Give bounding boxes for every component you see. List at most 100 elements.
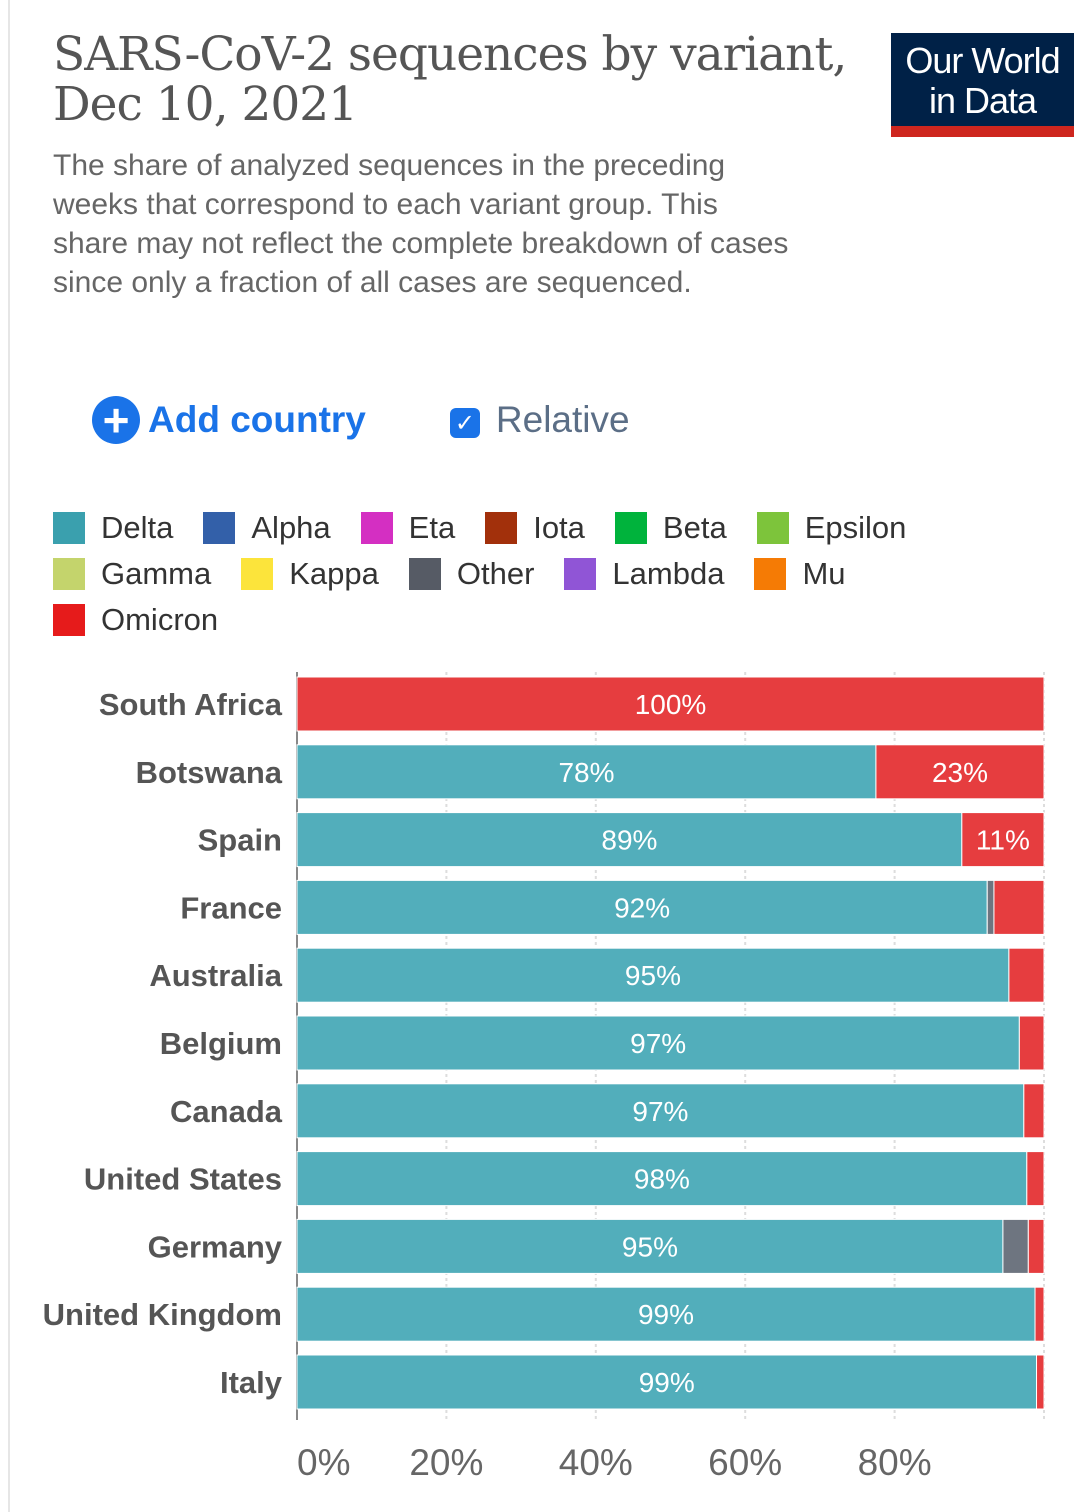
country-label: South Africa (99, 687, 283, 722)
bar-segment-omicron (1023, 1083, 1045, 1139)
data-label: 97% (630, 1028, 686, 1059)
legend-item-omicron[interactable]: Omicron (53, 602, 218, 638)
data-label: 99% (639, 1367, 695, 1398)
logo-red-bar (891, 126, 1074, 137)
country-label: United Kingdom (43, 1297, 282, 1332)
country-label: France (180, 890, 282, 925)
add-country-label: Add country (148, 399, 366, 440)
bar-segment-omicron (961, 812, 1045, 868)
plus-circle-icon: + (92, 396, 140, 444)
legend-swatch (360, 512, 393, 544)
legend-row: Omicron (53, 597, 1053, 643)
chart-controls: + Add country ✓ Relative (92, 395, 630, 445)
legend-swatch (53, 512, 85, 544)
relative-toggle[interactable]: ✓ Relative (449, 399, 630, 441)
bar-segment-delta (296, 812, 963, 868)
data-label: 89% (601, 825, 657, 856)
legend-item-alpha[interactable]: Alpha (203, 510, 331, 546)
bar-segment-delta (296, 1015, 1020, 1071)
legend-label: Epsilon (804, 510, 907, 545)
legend-item-beta[interactable]: Beta (614, 510, 727, 546)
data-label: 95% (622, 1231, 678, 1262)
legend-item-mu[interactable]: Mu (754, 556, 846, 592)
bar-segment-omicron (1018, 1015, 1045, 1071)
relative-label: Relative (495, 399, 630, 440)
bar-segment-delta (296, 1354, 1038, 1410)
x-tick-label: 20% (409, 1442, 483, 1483)
data-label: 23% (932, 757, 988, 788)
legend-label: Alpha (251, 510, 331, 545)
legend-swatch (614, 512, 647, 544)
legend-swatch (203, 512, 236, 544)
data-label: 100% (635, 689, 707, 720)
legend-swatch (408, 558, 441, 590)
bar-segment-omicron (993, 879, 1045, 935)
legend-label: Other (456, 556, 535, 591)
bar-segment-omicron (1026, 1151, 1045, 1207)
frame-border (8, 0, 10, 1512)
owid-logo[interactable]: Our World in Data (891, 33, 1074, 137)
data-label: 98% (634, 1164, 690, 1195)
x-tick-label: 60% (708, 1442, 782, 1483)
bar-segment-other (986, 879, 995, 935)
legend-label: Omicron (101, 602, 219, 637)
logo-line-1: Our World (905, 40, 1060, 81)
bar-segment-omicron (875, 744, 1045, 800)
legend-label: Lambda (612, 556, 725, 591)
data-label: 97% (632, 1096, 688, 1127)
x-tick-label: 40% (559, 1442, 633, 1483)
legend-swatch (485, 512, 518, 544)
country-label: Belgium (160, 1026, 282, 1061)
x-tick-label: 0% (297, 1442, 350, 1483)
legend-swatch (241, 558, 274, 590)
country-label: Australia (149, 958, 282, 993)
country-label: Spain (198, 823, 282, 858)
country-label: Botswana (136, 755, 283, 790)
x-tick-label: 80% (858, 1442, 932, 1483)
legend-item-kappa[interactable]: Kappa (241, 556, 379, 592)
legend-row: Delta Alpha Eta Iota Beta Epsilon (53, 505, 1053, 551)
bar-segment-delta (296, 1218, 1004, 1274)
bar-segment-delta (296, 879, 988, 935)
legend: Delta Alpha Eta Iota Beta Epsilon Gamma Kappa Ot… (53, 505, 1053, 643)
data-label: 92% (614, 892, 670, 923)
country-label: Canada (170, 1094, 283, 1129)
legend-item-delta[interactable]: Delta (53, 510, 173, 546)
legend-label: Iota (533, 510, 585, 545)
legend-label: Mu (802, 556, 846, 591)
bar-segment-omicron (1036, 1354, 1045, 1410)
legend-label: Kappa (289, 556, 379, 591)
legend-label: Gamma (101, 556, 212, 591)
legend-item-iota[interactable]: Iota (485, 510, 585, 546)
logo-line-2: in Data (928, 80, 1037, 121)
legend-item-eta[interactable]: Eta (360, 510, 456, 546)
add-country-button[interactable]: + Add country (92, 396, 366, 444)
legend-swatch (53, 558, 85, 590)
data-label: 11% (976, 825, 1030, 856)
legend-label: Delta (101, 510, 174, 545)
country-label: United States (84, 1162, 282, 1197)
bar-segment-omicron (1008, 947, 1045, 1003)
bar-segment-omicron (1027, 1218, 1045, 1274)
legend-swatch (754, 558, 787, 590)
data-label: 99% (638, 1299, 694, 1330)
bar-segment-delta (296, 744, 877, 800)
checkbox-checked-icon[interactable]: ✓ (449, 408, 480, 438)
country-label: Italy (220, 1365, 283, 1400)
legend-item-epsilon[interactable]: Epsilon (756, 510, 907, 546)
legend-item-gamma[interactable]: Gamma (53, 556, 211, 592)
data-label: 78% (558, 757, 614, 788)
bar-segment-delta (296, 1286, 1036, 1342)
legend-label: Eta (408, 510, 456, 545)
legend-item-lambda[interactable]: Lambda (564, 556, 724, 592)
chart-subtitle: The share of analyzed sequences in the p… (53, 149, 789, 299)
legend-swatch (53, 604, 85, 636)
legend-label: Beta (662, 510, 727, 545)
bar-segment-other (1002, 1218, 1029, 1274)
bar-segment-delta (296, 1083, 1025, 1139)
legend-swatch (564, 558, 597, 590)
bar-segment-omicron (1034, 1286, 1045, 1342)
chart-title: SARS-CoV-2 sequences by variant, Dec 10,… (53, 27, 847, 132)
legend-item-other[interactable]: Other (408, 556, 535, 592)
